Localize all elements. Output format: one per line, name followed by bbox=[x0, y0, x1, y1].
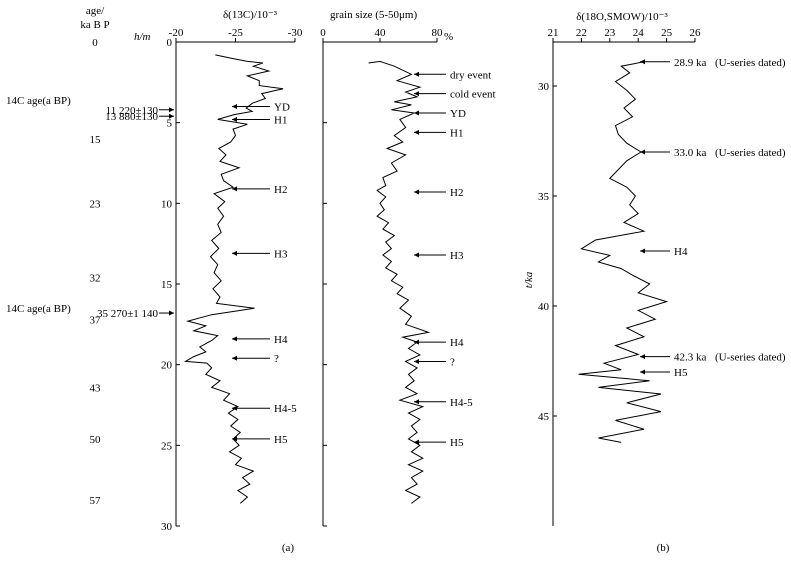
time-y-tick-label: 45 bbox=[538, 411, 550, 423]
c14-date-label: 35 270±1 140 bbox=[97, 308, 159, 320]
grain-axis-unit: % bbox=[444, 31, 453, 43]
age-tick-label: 32 bbox=[90, 273, 101, 285]
time-y-tick-label: 30 bbox=[538, 81, 550, 93]
d18o-annotations: 28.9 ka (U-series dated) 33.0 ka (U-series … bbox=[640, 57, 786, 379]
d18o-annotation-label: 28.9 ka bbox=[674, 57, 707, 69]
d18o-x-ticks: 21 22 23 24 25 26 bbox=[548, 27, 702, 42]
d18o-annotation-label: 42.3 ka bbox=[674, 352, 707, 364]
depth-y-tick-label: 20 bbox=[161, 360, 173, 372]
d13c-annotation-label: YD bbox=[274, 102, 290, 114]
grain-annotation-label: YD bbox=[450, 108, 466, 120]
time-y-tick-label: 40 bbox=[538, 301, 550, 313]
d18o-x-tick-label: 22 bbox=[576, 27, 587, 39]
d13c-annotation-label: H4 bbox=[274, 334, 288, 346]
grain-x-tick-label: 80 bbox=[432, 27, 444, 39]
depth-y-ticks: 0 5 10 15 20 25 30 bbox=[161, 37, 180, 533]
d18o-annotation-note: (U-series dated) bbox=[715, 57, 786, 69]
d18o-x-tick-label: 23 bbox=[604, 27, 616, 39]
d18o-x-tick-label: 26 bbox=[690, 27, 702, 39]
grain-annotation-label: ? bbox=[450, 356, 455, 368]
time-y-ticks: 30 35 40 45 bbox=[538, 81, 557, 423]
d13c-x-tick-label: -25 bbox=[228, 27, 243, 39]
time-axis-title: t/ka bbox=[523, 271, 535, 288]
grain-annotation-label: cold event bbox=[450, 89, 496, 101]
panel-b-label: (b) bbox=[657, 542, 670, 554]
age-tick-label: 15 bbox=[90, 134, 102, 146]
d18o-x-tick-label: 25 bbox=[661, 27, 673, 39]
depth-y-tick-label: 0 bbox=[167, 37, 173, 49]
c14-label-top: 14C age(a BP) bbox=[6, 95, 71, 107]
d13c-annotation-label: H2 bbox=[274, 184, 287, 196]
d18o-annotation-label: 33.0 ka bbox=[674, 147, 707, 159]
d18o-annotation-label: H4 bbox=[674, 246, 688, 258]
depth-y-tick-label: 10 bbox=[161, 198, 173, 210]
grain-axis-title: grain size (5-50μm) bbox=[330, 9, 417, 21]
age-header-line1: age/ bbox=[86, 5, 105, 17]
d18o-axis-title: δ(18O,SMOW)/10⁻³ bbox=[576, 11, 668, 23]
d18o-annotation-note: (U-series dated) bbox=[715, 352, 786, 364]
d18o-annotation-note: (U-series dated) bbox=[715, 147, 786, 159]
grain-annotation-label: H2 bbox=[450, 187, 463, 199]
depth-y-tick-label: 30 bbox=[161, 521, 173, 533]
d18o-x-tick-label: 21 bbox=[548, 27, 559, 39]
age-tick-label: 57 bbox=[90, 495, 102, 507]
grain-annotations: dry event cold event YD H1 H2 H3 H4? H4-5 H5 bbox=[414, 69, 496, 449]
grain-annotation-label: H5 bbox=[450, 437, 464, 449]
age-tick-label: 50 bbox=[90, 434, 102, 446]
c14-date-label: 13 880±130 bbox=[105, 111, 158, 123]
d13c-x-tick-label: -30 bbox=[288, 27, 303, 39]
grain-y-ticks bbox=[323, 41, 327, 527]
c14-date-label: 11 220±130 bbox=[106, 105, 159, 117]
d13c-annotation-label: H5 bbox=[274, 434, 288, 446]
d18o-annotation-label: H5 bbox=[674, 367, 688, 379]
grain-annotation-label: H4-5 bbox=[450, 397, 473, 409]
d13c-plot: h/m δ(13C)/10⁻³ -20 -25 -30 0 5 10 15 20 25 30 Y… bbox=[134, 9, 303, 533]
d18o-series-line bbox=[578, 61, 669, 443]
age-tick-labels: 0 15 23 32 37 43 50 57 bbox=[90, 37, 102, 507]
grain-annotation-label: H1 bbox=[450, 127, 463, 139]
d13c-axis-title: δ(13C)/10⁻³ bbox=[223, 9, 278, 21]
c14-label-bottom: 14C age(a BP) bbox=[6, 303, 71, 315]
depth-y-tick-label: 15 bbox=[161, 279, 173, 291]
depth-y-tick-label: 5 bbox=[167, 118, 173, 130]
grain-x-tick-label: 0 bbox=[320, 27, 326, 39]
panel-a-label: (a) bbox=[282, 542, 295, 554]
c14-labels: 14C age(a BP) 14C age(a BP) 11 220±13013… bbox=[6, 95, 174, 320]
age-header-line2: ka B P bbox=[80, 19, 109, 31]
d13c-x-tick-label: -20 bbox=[169, 27, 184, 39]
time-y-tick-label: 35 bbox=[538, 191, 550, 203]
age-tick-label: 37 bbox=[90, 314, 102, 326]
grain-x-ticks: 0 40 80 bbox=[320, 27, 443, 42]
d18o-plot: δ(18O,SMOW)/10⁻³ t/ka 21 22 23 24 25 26 30 35 4… bbox=[523, 11, 786, 526]
d18o-x-tick-label: 24 bbox=[633, 27, 645, 39]
d13c-annotation-label: H4-5 bbox=[274, 403, 297, 415]
depth-axis-title: h/m bbox=[134, 31, 151, 43]
d13c-annotation-label: H1 bbox=[274, 114, 287, 126]
d13c-x-ticks: -20 -25 -30 bbox=[169, 27, 303, 42]
age-tick-label: 0 bbox=[92, 37, 98, 49]
grain-annotation-label: H4 bbox=[450, 337, 464, 349]
d13c-annotation-label: ? bbox=[274, 353, 279, 365]
depth-y-tick-label: 25 bbox=[161, 440, 173, 452]
d13c-annotation-label: H3 bbox=[274, 248, 288, 260]
age-tick-label: 23 bbox=[90, 198, 102, 210]
d13c-series-line bbox=[183, 54, 284, 504]
age-column: age/ ka B P 0 15 23 32 37 43 50 57 bbox=[80, 5, 109, 507]
age-tick-label: 43 bbox=[90, 382, 102, 394]
grain-x-tick-label: 40 bbox=[375, 27, 387, 39]
grain-annotation-label: dry event bbox=[450, 69, 491, 81]
grain-series-line bbox=[368, 60, 431, 504]
grain-size-plot: grain size (5-50μm) % 0 40 80 dry event col… bbox=[320, 9, 496, 527]
grain-annotation-label: H3 bbox=[450, 250, 464, 262]
